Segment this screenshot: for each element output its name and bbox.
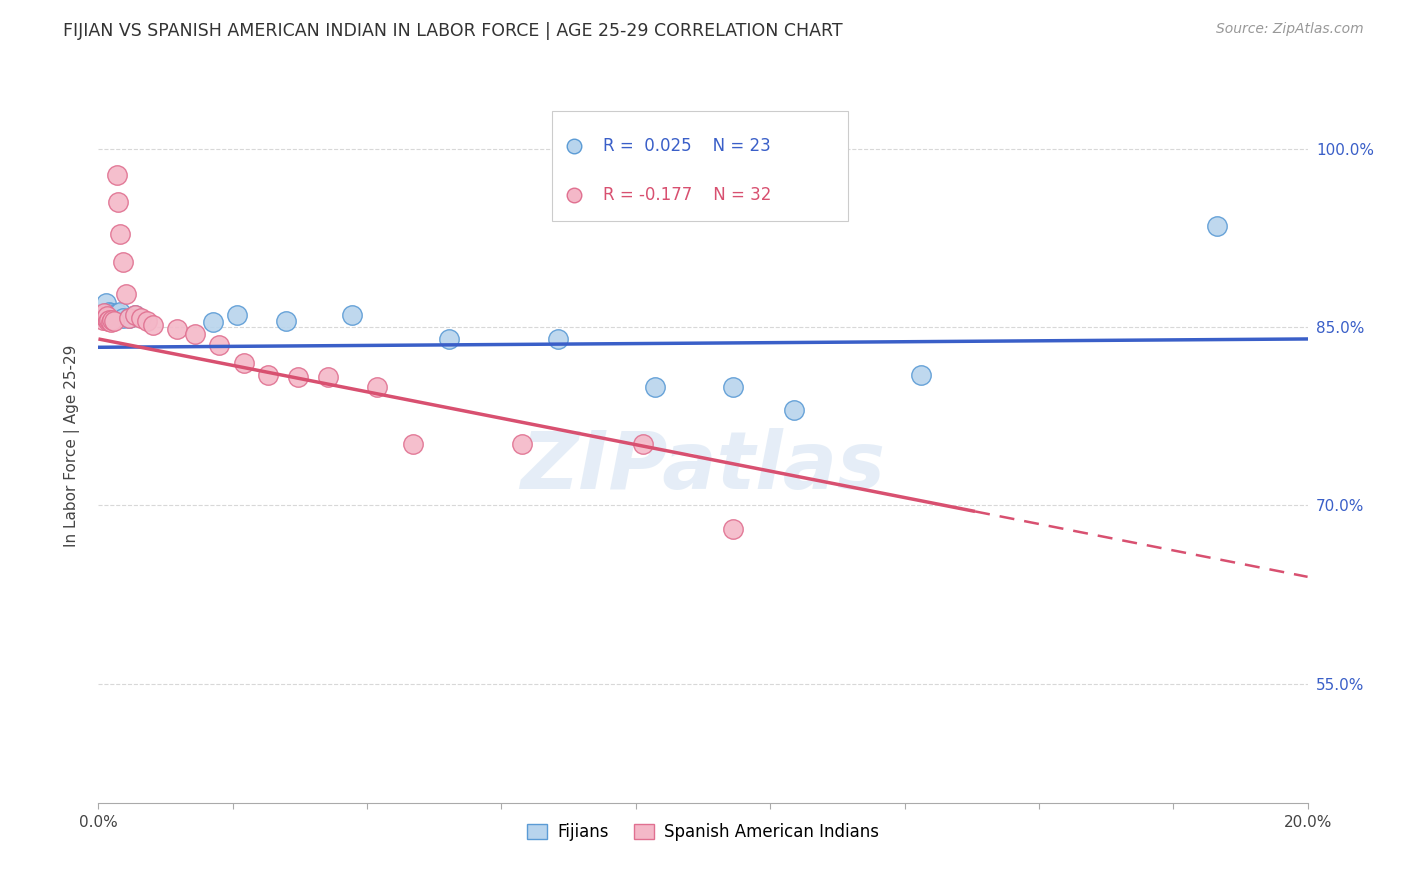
Point: [287, 370, 309, 384]
Point: [366, 379, 388, 393]
Point: [124, 308, 146, 322]
Text: R = -0.177    N = 32: R = -0.177 N = 32: [603, 186, 770, 204]
Point: [111, 254, 134, 268]
Point: [142, 318, 165, 332]
Point: [274, 314, 297, 328]
Point: [783, 403, 806, 417]
Point: [202, 315, 225, 329]
Point: [1206, 219, 1229, 233]
Point: [402, 436, 425, 450]
Point: [723, 379, 745, 393]
Point: [111, 310, 134, 325]
Point: [510, 436, 533, 450]
Y-axis label: In Labor Force | Age 25-29: In Labor Force | Age 25-29: [63, 345, 80, 547]
Point: [100, 311, 122, 326]
Point: [437, 332, 460, 346]
Point: [114, 286, 136, 301]
Point: [105, 306, 128, 320]
Point: [90, 310, 112, 324]
Point: [103, 308, 125, 322]
Point: [97, 314, 120, 328]
Point: [226, 308, 249, 322]
Point: [208, 338, 231, 352]
Point: [98, 304, 121, 318]
Point: [107, 195, 129, 210]
Point: [91, 313, 114, 327]
Point: [316, 370, 339, 384]
Point: [547, 332, 569, 346]
Point: [94, 310, 117, 325]
Point: [256, 368, 278, 382]
Legend: Fijians, Spanish American Indians: Fijians, Spanish American Indians: [520, 817, 886, 848]
Point: [103, 314, 125, 328]
Point: [96, 310, 118, 324]
Point: [118, 310, 141, 325]
Point: [93, 306, 115, 320]
FancyBboxPatch shape: [551, 111, 848, 221]
Point: [91, 306, 114, 320]
Point: [100, 313, 122, 327]
Point: [166, 322, 188, 336]
Point: [94, 296, 117, 310]
Point: [631, 436, 654, 450]
Point: [342, 308, 364, 322]
Text: R =  0.025    N = 23: R = 0.025 N = 23: [603, 137, 770, 155]
Point: [124, 308, 146, 322]
Text: FIJIAN VS SPANISH AMERICAN INDIAN IN LABOR FORCE | AGE 25-29 CORRELATION CHART: FIJIAN VS SPANISH AMERICAN INDIAN IN LAB…: [63, 22, 842, 40]
Point: [98, 313, 121, 327]
Point: [723, 522, 745, 536]
Point: [118, 310, 141, 325]
Point: [108, 227, 131, 242]
Point: [100, 315, 122, 329]
Point: [100, 306, 122, 320]
Point: [108, 304, 131, 318]
Text: Source: ZipAtlas.com: Source: ZipAtlas.com: [1216, 22, 1364, 37]
Point: [910, 368, 932, 382]
Point: [184, 327, 207, 342]
Point: [232, 356, 254, 370]
Point: [129, 310, 152, 325]
Point: [105, 168, 128, 182]
Point: [644, 379, 666, 393]
Point: [135, 314, 157, 328]
Text: ZIPatlas: ZIPatlas: [520, 428, 886, 507]
Point: [96, 310, 118, 325]
